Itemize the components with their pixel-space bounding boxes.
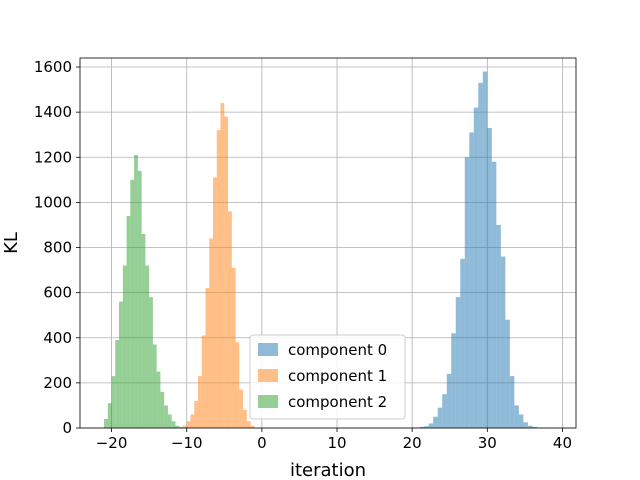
histogram-bars [104, 71, 537, 428]
histogram-bar-component-0 [505, 319, 510, 428]
y-tick-label: 1600 [34, 58, 72, 76]
histogram-bar-component-1 [239, 389, 244, 428]
legend: component 0 component 1 component 2 [249, 334, 406, 420]
histogram-bar-component-1 [224, 116, 229, 428]
x-tick-label: 0 [257, 434, 267, 452]
x-tick-label: 20 [403, 434, 422, 452]
x-tick-label: −20 [96, 434, 128, 452]
histogram-bar-component-1 [186, 421, 191, 428]
histogram-bar-component-2 [111, 376, 116, 428]
histogram-bar-component-1 [179, 426, 183, 428]
histogram-bar-component-0 [460, 258, 465, 428]
histogram-bar-component-1 [182, 425, 187, 428]
histogram-bar-component-1 [197, 376, 202, 428]
legend-swatch-component-1 [258, 369, 278, 382]
histogram-bar-component-2 [115, 340, 120, 428]
histogram-bar-component-0 [464, 157, 470, 428]
histogram-bar-component-2 [130, 179, 135, 428]
histogram-bar-component-2 [149, 297, 153, 428]
histogram-bar-component-0 [523, 422, 528, 428]
histogram-bar-component-1 [216, 130, 221, 428]
y-tick-label: 200 [43, 374, 72, 392]
histogram-bar-component-2 [107, 403, 112, 428]
legend-swatch-component-0 [258, 343, 278, 356]
histogram-bar-component-0 [419, 426, 425, 428]
histogram-bar-component-2 [156, 371, 161, 428]
y-tick-label: 400 [43, 329, 72, 347]
axis-ticks: −20 −10 0 10 20 30 400200400600800100012001400… [34, 58, 572, 452]
histogram-bar-component-1 [194, 400, 198, 428]
histogram-bar-component-2 [104, 418, 108, 428]
histogram-bar-component-1 [231, 267, 236, 428]
x-tick-label: 30 [478, 434, 497, 452]
y-tick-label: 1000 [34, 193, 72, 211]
histogram-bar-component-1 [250, 425, 255, 428]
x-tick-label: 10 [327, 434, 346, 452]
histogram-bar-component-0 [532, 426, 537, 428]
histogram-bar-component-1 [213, 177, 217, 428]
histogram-bar-component-0 [437, 407, 443, 428]
histogram-bar-component-2 [126, 215, 131, 428]
histogram-bar-component-1 [228, 211, 232, 428]
histogram-bar-component-0 [496, 224, 501, 428]
histogram-bar-component-0 [518, 414, 524, 428]
histogram-bar-component-0 [469, 132, 474, 428]
histogram-bar-component-0 [451, 333, 456, 428]
y-tick-label: 0 [62, 419, 72, 437]
histogram-bar-component-0 [442, 394, 447, 428]
legend-label-component-1: component 1 [288, 367, 387, 385]
y-tick-label: 800 [43, 239, 72, 257]
histogram-bar-component-2 [137, 170, 142, 428]
histogram-bar-component-0 [527, 425, 533, 428]
histogram-bar-component-0 [428, 423, 434, 428]
legend-swatch-component-2 [258, 395, 278, 408]
x-tick-label: 40 [553, 434, 572, 452]
histogram-bar-component-0 [482, 71, 488, 428]
x-axis-label: iteration [290, 460, 366, 480]
histogram-bar-component-2 [134, 155, 138, 428]
histogram-bar-component-0 [433, 416, 438, 428]
histogram-bar-component-0 [500, 256, 506, 428]
histogram-bar-component-1 [201, 335, 206, 428]
histogram-bar-component-1 [243, 409, 247, 428]
histogram-bar-component-2 [119, 301, 123, 428]
y-axis-label: KL [1, 232, 22, 254]
histogram-bar-component-1 [209, 238, 214, 428]
histogram-bar-component-0 [478, 82, 483, 428]
histogram-bar-component-1 [220, 103, 225, 428]
histogram-bar-component-2 [141, 233, 146, 428]
histogram-bar-component-2 [145, 265, 150, 428]
histogram-bar-component-2 [160, 391, 165, 428]
y-tick-label: 1400 [34, 103, 72, 121]
histogram-bar-component-1 [235, 342, 240, 428]
histogram-bar-component-1 [205, 288, 210, 428]
histogram-bar-component-2 [175, 425, 180, 428]
histogram-bar-component-0 [446, 373, 452, 428]
x-tick-label: −10 [171, 434, 203, 452]
plot-frame [79, 57, 577, 429]
legend-label-component-0: component 0 [288, 341, 387, 359]
histogram-bar-component-2 [171, 421, 176, 428]
legend-label-component-2: component 2 [288, 393, 387, 411]
histogram-bar-component-2 [152, 344, 157, 428]
y-tick-label: 1200 [34, 148, 72, 166]
histogram-bar-component-1 [246, 421, 251, 428]
histogram-bar-component-0 [487, 127, 492, 428]
histogram-bar-component-0 [514, 405, 519, 428]
histogram-bar-component-0 [424, 426, 429, 428]
histogram-bar-component-0 [455, 297, 461, 428]
histogram-bar-component-2 [122, 265, 127, 428]
legend-box [249, 334, 406, 420]
histogram-bar-component-2 [164, 405, 168, 428]
histogram-bar-component-0 [491, 161, 497, 428]
histogram-bar-component-1 [190, 414, 195, 428]
histogram-bar-component-2 [167, 414, 172, 428]
histogram-bar-component-0 [473, 107, 479, 428]
y-tick-label: 600 [43, 284, 72, 302]
histogram-bar-component-0 [509, 376, 515, 428]
